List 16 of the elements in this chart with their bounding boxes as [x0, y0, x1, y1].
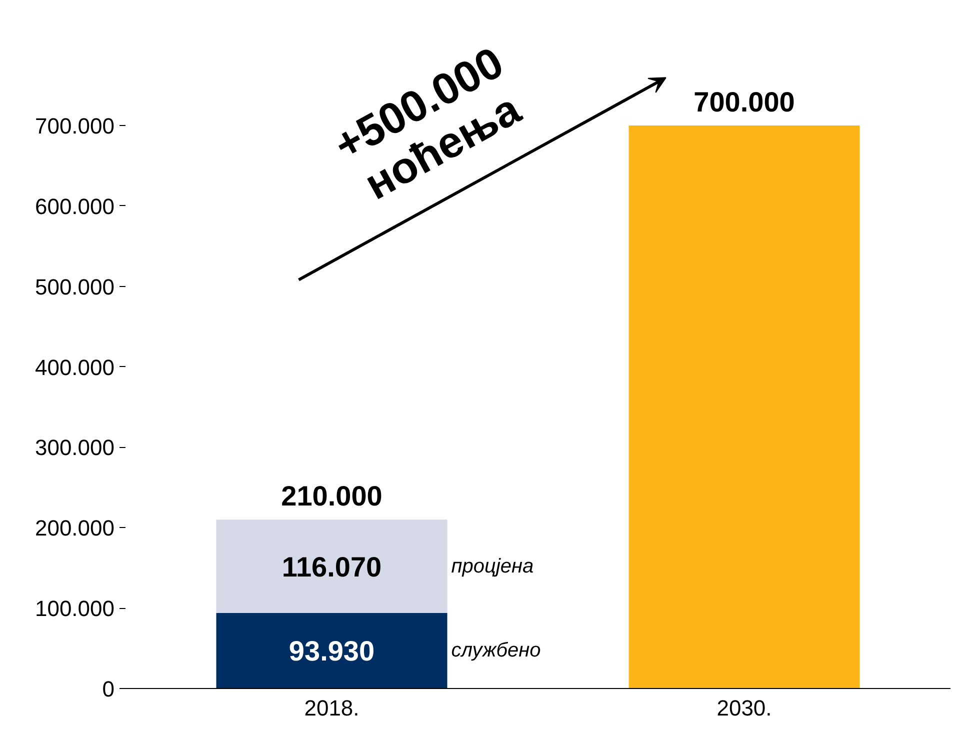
x-tick-label: 2018.: [304, 696, 360, 720]
y-tick-label: 500.000: [34, 274, 115, 300]
total-label: 700.000: [694, 86, 795, 118]
y-tick-label: 400.000: [34, 354, 115, 380]
data-label: 93.930: [288, 636, 375, 667]
series-label: службено: [451, 640, 541, 662]
y-tick-label: 100.000: [34, 596, 115, 622]
y-tick-label: 600.000: [34, 194, 115, 219]
data-label: 116.070: [282, 551, 382, 582]
series-label: процјена: [451, 555, 534, 578]
total-label: 210.000: [281, 480, 382, 512]
y-tick-label: 0: [102, 676, 115, 702]
y-tick-label: 700.000: [34, 114, 115, 139]
x-tick-label: 2030.: [716, 696, 772, 720]
y-tick-label: 200.000: [34, 516, 115, 541]
y-tick-label: 300.000: [34, 435, 115, 460]
